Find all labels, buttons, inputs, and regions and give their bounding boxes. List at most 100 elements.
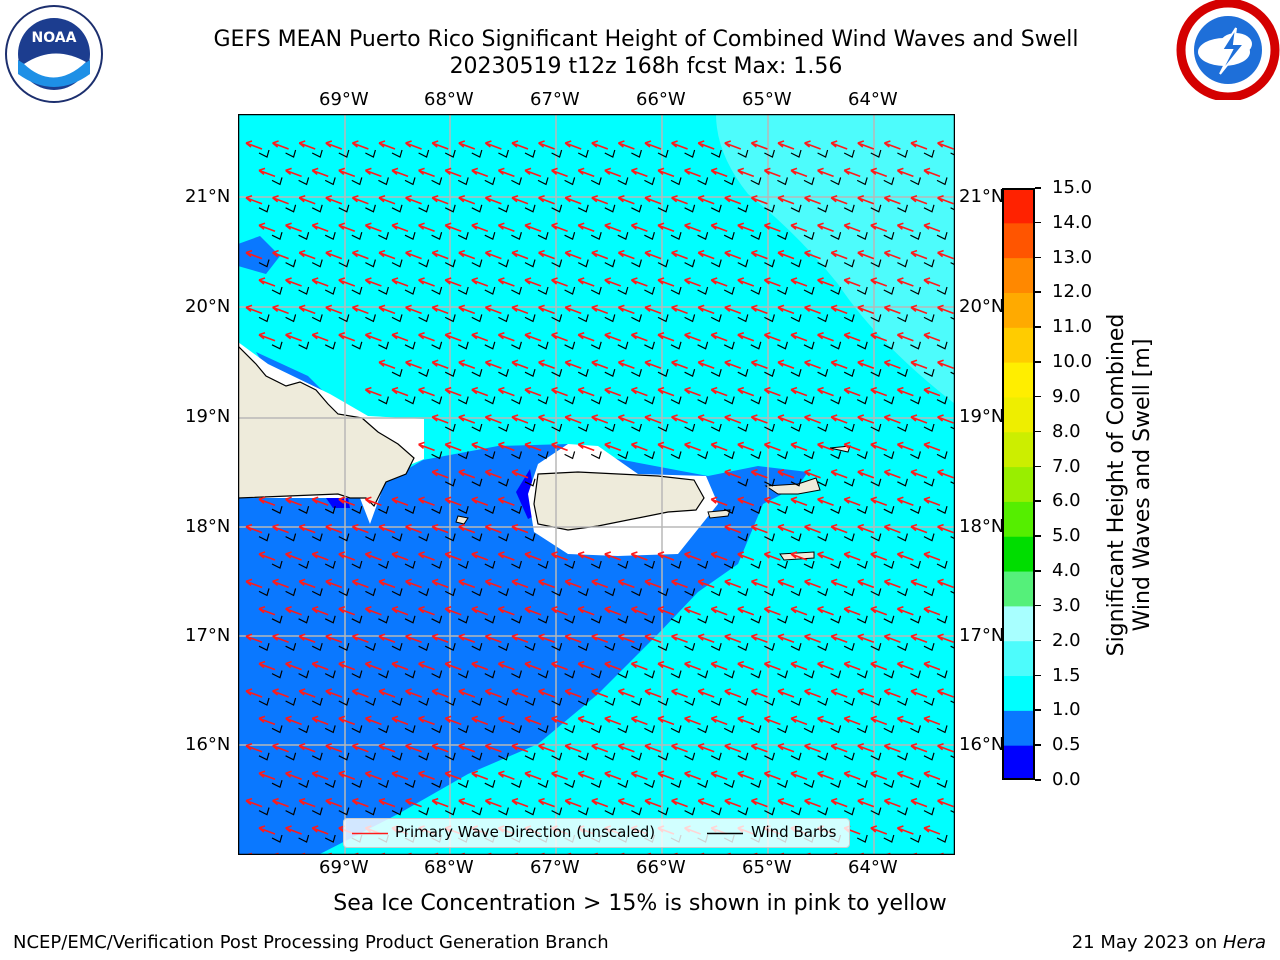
wind-barb <box>338 259 350 268</box>
wave-direction-arrow <box>604 770 622 780</box>
wave-direction-arrow <box>830 688 848 698</box>
wave-direction-arrow <box>245 304 263 315</box>
wind-barb <box>790 752 802 761</box>
wind-barb <box>803 506 815 515</box>
wave-direction-arrow <box>750 688 768 698</box>
wind-barb <box>391 533 403 542</box>
wave-direction-arrow <box>923 332 941 342</box>
wave-direction-arrow <box>378 743 396 753</box>
wave-direction-arrow <box>511 195 529 205</box>
wind-barb <box>537 615 549 624</box>
wind-barb <box>843 643 855 652</box>
wave-direction-arrow <box>777 578 795 589</box>
wave-direction-arrow <box>737 277 755 287</box>
wave-direction-arrow <box>617 797 635 808</box>
nws-logo <box>1176 0 1280 102</box>
wave-direction-arrow <box>857 249 875 260</box>
wave-direction-arrow <box>671 743 688 753</box>
wave-direction-arrow <box>351 797 369 808</box>
wind-barb <box>723 341 735 350</box>
wind-barb <box>431 560 443 569</box>
lon-label-top-68w: 68°W <box>424 89 474 110</box>
wave-direction-arrow <box>351 633 369 643</box>
wave-direction-arrow <box>843 441 861 452</box>
wind-barb <box>764 752 775 761</box>
wind-barb <box>604 423 616 432</box>
colorbar-tick-mark <box>1035 779 1041 781</box>
wave-direction-arrow <box>538 633 555 643</box>
wind-barb <box>856 560 868 569</box>
wind-barb <box>657 204 669 213</box>
wind-barb <box>670 780 682 789</box>
wave-direction-arrow <box>750 469 768 479</box>
wave-direction-arrow <box>790 551 808 561</box>
wind-barb <box>498 643 509 652</box>
wave-direction-arrow <box>591 304 609 315</box>
wave-direction-arrow <box>724 304 742 315</box>
colorbar-band <box>1002 745 1035 781</box>
wind-barb <box>950 371 955 376</box>
wind-barb <box>777 615 788 624</box>
wind-barb <box>897 423 908 432</box>
wave-direction-arrow <box>484 688 502 698</box>
wind-barb <box>657 752 669 761</box>
wave-direction-arrow <box>444 167 462 178</box>
wind-barb <box>271 560 283 569</box>
wind-barb <box>604 314 616 323</box>
wind-barb <box>870 204 882 213</box>
wave-direction-arrow <box>577 770 595 780</box>
wave-direction-arrow <box>391 332 409 342</box>
wave-direction-arrow <box>671 414 688 424</box>
wave-direction-arrow <box>351 304 369 315</box>
wind-barb <box>524 643 536 652</box>
wave-direction-arrow <box>444 496 462 506</box>
wind-barb <box>511 232 522 241</box>
wave-direction-arrow <box>338 770 356 780</box>
wave-direction-arrow <box>630 770 648 780</box>
wind-barb <box>564 396 576 405</box>
wave-direction-arrow <box>923 222 941 232</box>
wind-barb <box>378 670 389 679</box>
wind-barb <box>577 752 589 761</box>
wind-barb <box>590 780 602 789</box>
wind-barb <box>856 286 868 295</box>
wind-barb <box>564 232 576 241</box>
wind-barb <box>351 725 363 734</box>
wind-barb <box>524 204 536 213</box>
wave-direction-arrow <box>458 359 476 369</box>
wind-barb <box>830 177 842 186</box>
wind-barb <box>418 204 430 213</box>
wave-direction-arrow <box>896 606 914 616</box>
wind-barb <box>471 478 483 487</box>
wind-barb <box>723 232 735 241</box>
wind-barb <box>617 341 629 350</box>
wave-direction-arrow <box>458 140 476 150</box>
wave-direction-arrow <box>564 304 582 315</box>
wind-barb <box>750 560 762 569</box>
wave-direction-arrow <box>604 441 622 452</box>
wind-barb <box>737 697 749 706</box>
wave-direction-arrow <box>883 469 901 479</box>
wave-direction-arrow <box>617 195 635 205</box>
wind-barb <box>923 643 935 652</box>
wind-barb <box>537 341 549 350</box>
wind-barb <box>391 259 403 268</box>
colorbar-band <box>1002 188 1035 224</box>
wave-direction-arrow <box>804 359 821 369</box>
wave-direction-arrow <box>325 140 343 150</box>
wave-direction-arrow <box>364 277 382 287</box>
wave-direction-arrow <box>804 195 821 205</box>
wind-barb <box>590 725 602 734</box>
colorbar-band <box>1002 222 1035 259</box>
wind-barb <box>936 177 948 186</box>
wave-direction-arrow <box>657 660 675 671</box>
lon-label-bottom-64w: 64°W <box>848 857 898 878</box>
colorbar-tick-label: 1.5 <box>1052 664 1081 686</box>
wind-barb <box>936 615 948 624</box>
wave-direction-arrow <box>591 414 609 424</box>
wind-barb <box>631 259 642 268</box>
wave-direction-arrow <box>538 578 555 589</box>
wind-barb <box>498 423 509 432</box>
wind-barb <box>604 588 616 597</box>
wave-direction-arrow <box>272 304 289 315</box>
